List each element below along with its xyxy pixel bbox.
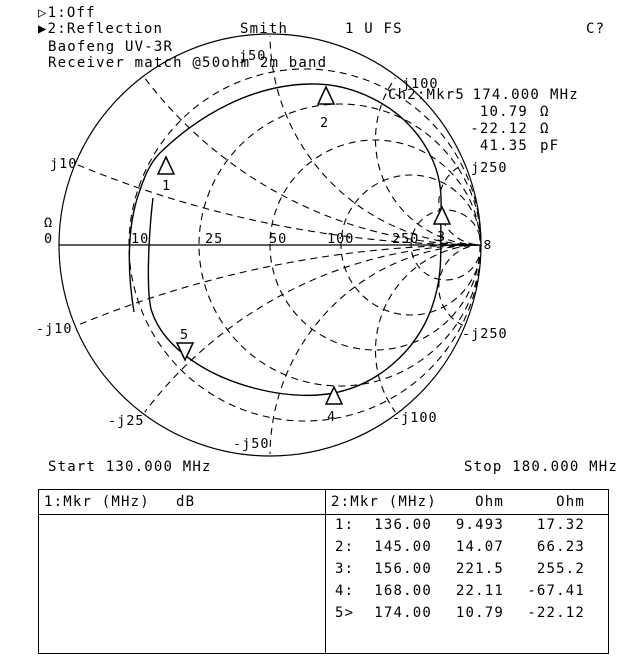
readout-frequency-unit: MHz bbox=[550, 87, 579, 103]
x-label-j250: j250 bbox=[471, 160, 508, 176]
row5-resistance: 10.79 bbox=[455, 605, 504, 621]
row5-reactance: -22.12 bbox=[527, 605, 585, 621]
cal-status-label: C? bbox=[586, 21, 606, 37]
r-tick-250: 250 bbox=[392, 231, 419, 247]
row1-resistance: 9.493 bbox=[455, 517, 504, 533]
r-tick-100: 100 bbox=[327, 231, 354, 247]
readout-reactance-value: -22.12 bbox=[470, 121, 528, 137]
row2-marker-num: 2: bbox=[335, 539, 355, 555]
readout-capacitance-value: 41.35 bbox=[479, 138, 528, 154]
channel-2-label: 2:Reflection bbox=[47, 21, 164, 37]
marker-3-number: 3 bbox=[437, 229, 446, 245]
channel-1-row: ▷1:Off bbox=[38, 6, 96, 21]
scale-label: 1 U FS bbox=[345, 21, 403, 37]
format-label: Smith bbox=[240, 21, 289, 37]
chart-title-line2: Receiver match @50ohm 2m band bbox=[48, 55, 328, 71]
x-label-j100: j100 bbox=[402, 76, 439, 92]
marker-table-header-rule bbox=[39, 514, 608, 515]
row3-frequency: 156.00 bbox=[374, 561, 432, 577]
x-label-j50: j50 bbox=[239, 48, 266, 64]
table-right-header-ohm1: Ohm bbox=[475, 494, 504, 510]
r-tick-10: 10 bbox=[131, 231, 149, 247]
readout-frequency-value: 174.000 bbox=[472, 87, 540, 103]
readout-resistance-unit: Ω bbox=[540, 104, 550, 120]
marker-1-number: 1 bbox=[162, 178, 171, 194]
row2-frequency: 145.00 bbox=[374, 539, 432, 555]
x-label-minus-j10: -j10 bbox=[36, 321, 73, 337]
table-left-header-db: dB bbox=[176, 494, 196, 510]
marker-table: 1:Mkr (MHz) dB 2:Mkr (MHz) Ohm Ohm 1: 13… bbox=[38, 489, 609, 654]
r-tick-0: 0 bbox=[44, 231, 53, 247]
sweep-start-label: Start 130.000 MHz bbox=[48, 459, 212, 475]
row3-resistance: 221.5 bbox=[455, 561, 504, 577]
row4-frequency: 168.00 bbox=[374, 583, 432, 599]
marker-3-symbol bbox=[432, 205, 452, 225]
trace-markers: 1 2 3 4 5 bbox=[156, 85, 452, 425]
readout-marker-label: Ch2:Mkr5 bbox=[388, 87, 466, 103]
readout-capacitance-unit: pF bbox=[540, 138, 560, 154]
row4-reactance: -67.41 bbox=[527, 583, 585, 599]
r-tick-50: 50 bbox=[269, 231, 287, 247]
sweep-stop-label: Stop 180.000 MHz bbox=[464, 459, 619, 475]
marker-2-symbol bbox=[316, 85, 336, 105]
row5-marker-num: 5> bbox=[335, 605, 355, 621]
x-label-minus-j25: -j25 bbox=[108, 413, 145, 429]
table-left-header-mkr: 1:Mkr (MHz) bbox=[44, 494, 150, 510]
row1-reactance: 17.32 bbox=[536, 517, 585, 533]
marker-2-number: 2 bbox=[320, 115, 329, 131]
row1-marker-num: 1: bbox=[335, 517, 355, 533]
readout-reactance-unit: Ω bbox=[540, 121, 550, 137]
table-right-header-ohm2: Ohm bbox=[556, 494, 585, 510]
marker-table-divider bbox=[325, 490, 326, 653]
marker-5-number: 5 bbox=[180, 327, 189, 343]
row5-frequency: 174.00 bbox=[374, 605, 432, 621]
row4-marker-num: 4: bbox=[335, 583, 355, 599]
table-right-header-mkr: 2:Mkr (MHz) bbox=[331, 494, 437, 510]
row4-resistance: 22.11 bbox=[455, 583, 504, 599]
marker-4-number: 4 bbox=[327, 409, 336, 425]
row1-frequency: 136.00 bbox=[374, 517, 432, 533]
x-label-minus-j100: -j100 bbox=[392, 410, 438, 426]
channel-2-row: ▶2:Reflection bbox=[38, 22, 163, 37]
marker-4-symbol bbox=[324, 385, 344, 405]
chart-title-line1: Baofeng UV-3R bbox=[48, 39, 174, 55]
channel-1-label: 1:Off bbox=[47, 5, 96, 21]
channel-1-arrow-icon: ▷ bbox=[38, 5, 48, 21]
readout-resistance-value: 10.79 bbox=[479, 104, 528, 120]
ohm-unit-label: Ω bbox=[44, 215, 53, 231]
row3-reactance: 255.2 bbox=[536, 561, 585, 577]
x-label-j10: j10 bbox=[50, 156, 77, 172]
r-tick-infinity: ∞ bbox=[479, 240, 498, 251]
reflection-trace bbox=[128, 83, 442, 397]
channel-2-arrow-icon: ▶ bbox=[38, 21, 48, 37]
x-label-minus-j250: -j250 bbox=[462, 326, 508, 342]
row3-marker-num: 3: bbox=[335, 561, 355, 577]
row2-resistance: 14.07 bbox=[455, 539, 504, 555]
x-label-minus-j50: -j50 bbox=[233, 436, 270, 452]
marker-1-symbol bbox=[156, 155, 176, 175]
smith-grid-labels: Ω 0 10 25 50 100 250 ∞ j10 j50 j100 j250… bbox=[36, 48, 508, 452]
r-tick-25: 25 bbox=[205, 231, 223, 247]
marker-5-symbol-active bbox=[175, 342, 195, 362]
row2-reactance: 66.23 bbox=[536, 539, 585, 555]
